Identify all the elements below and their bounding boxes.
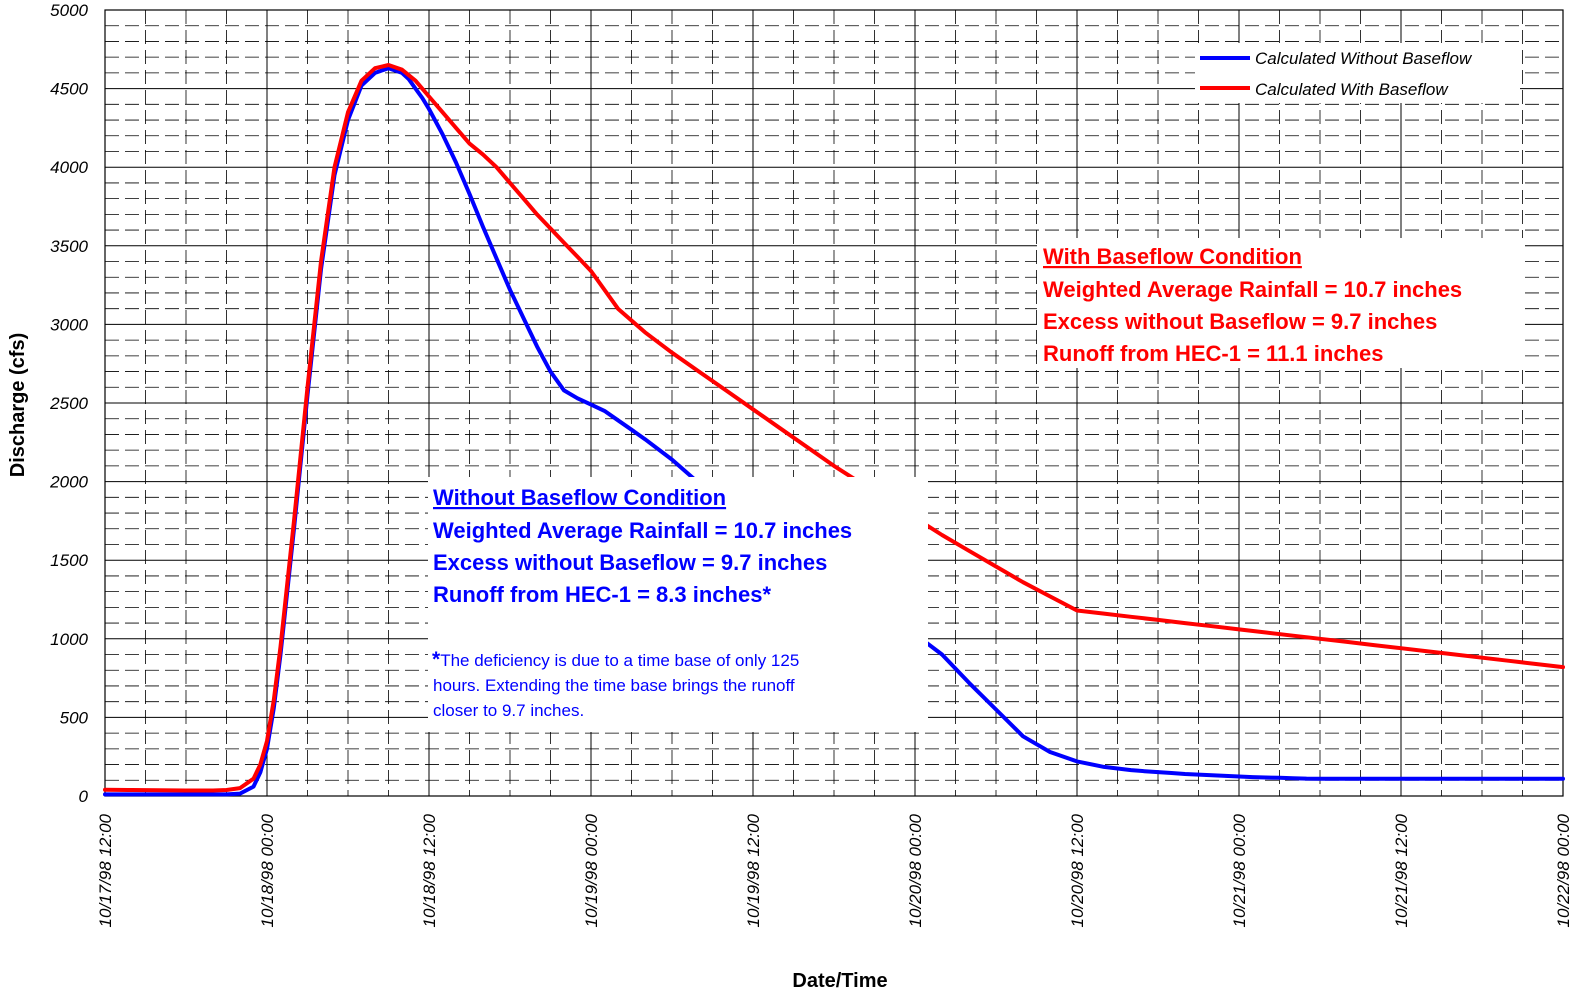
with-baseflow-line-3: Runoff from HEC-1 = 11.1 inches bbox=[1043, 341, 1383, 366]
x-axis-title: Date/Time bbox=[792, 970, 887, 992]
without-baseflow-title: Without Baseflow Condition bbox=[433, 485, 726, 510]
y-tick-label: 4000 bbox=[50, 158, 88, 177]
with-baseflow-title: With Baseflow Condition bbox=[1043, 244, 1302, 269]
plot-area-border bbox=[104, 9, 1564, 797]
series-line-with-baseflow bbox=[103, 63, 1565, 793]
y-tick-label: 2500 bbox=[49, 394, 88, 413]
x-tick-label: 10/20/98 00:00 bbox=[906, 813, 925, 927]
x-tick-label: 10/18/98 00:00 bbox=[258, 813, 277, 927]
without-baseflow-annotation: Without Baseflow Condition Weighted Aver… bbox=[428, 477, 928, 732]
legend-box bbox=[1195, 43, 1520, 103]
x-tick-label: 10/21/98 12:00 bbox=[1392, 813, 1411, 927]
with-baseflow-line-2: Excess without Baseflow = 9.7 inches bbox=[1043, 309, 1437, 334]
footnote-line-2: hours. Extending the time base brings th… bbox=[433, 676, 795, 695]
legend: Calculated Without Baseflow Calculated W… bbox=[1195, 43, 1520, 103]
legend-label-without-baseflow: Calculated Without Baseflow bbox=[1255, 49, 1473, 68]
with-baseflow-annotation: With Baseflow Condition Weighted Average… bbox=[1037, 238, 1525, 368]
x-tick-label: 10/21/98 00:00 bbox=[1230, 813, 1249, 927]
x-tick-label: 10/20/98 12:00 bbox=[1068, 813, 1087, 927]
with-baseflow-line-1: Weighted Average Rainfall = 10.7 inches bbox=[1043, 277, 1462, 302]
y-tick-label: 2000 bbox=[49, 473, 88, 492]
without-baseflow-line-3: Runoff from HEC-1 = 8.3 inches* bbox=[433, 582, 771, 607]
x-tick-label: 10/17/98 12:00 bbox=[96, 813, 115, 927]
x-tick-label: 10/18/98 12:00 bbox=[420, 813, 439, 927]
x-tick-label: 10/19/98 00:00 bbox=[582, 813, 601, 927]
x-tick-label: 10/22/98 00:00 bbox=[1554, 813, 1573, 927]
y-tick-label: 1000 bbox=[50, 630, 88, 649]
x-tick-labels: 10/17/98 12:00 10/18/98 00:00 10/18/98 12:… bbox=[96, 813, 1573, 927]
with-baseflow-box bbox=[1037, 238, 1525, 368]
plot-border bbox=[104, 9, 1564, 797]
y-tick-label: 3500 bbox=[50, 237, 88, 256]
y-tick-labels: 0 500 1000 1500 2000 2500 3000 3500 4000 4500 5000 bbox=[49, 1, 88, 806]
footnote-line-3: closer to 9.7 inches. bbox=[433, 701, 584, 720]
footnote-mark: * bbox=[432, 648, 441, 671]
y-axis-title: Discharge (cfs) bbox=[7, 333, 29, 478]
x-tick-label: 10/19/98 12:00 bbox=[744, 813, 763, 927]
footnote-text-1: The deficiency is due to a time base of … bbox=[440, 651, 799, 670]
without-baseflow-line-2: Excess without Baseflow = 9.7 inches bbox=[433, 550, 827, 575]
y-tick-label: 3000 bbox=[50, 315, 88, 334]
without-baseflow-box bbox=[428, 477, 928, 732]
y-tick-label: 1500 bbox=[50, 551, 88, 570]
legend-label-with-baseflow: Calculated With Baseflow bbox=[1255, 80, 1449, 99]
y-tick-label: 0 bbox=[79, 787, 89, 806]
series-lines bbox=[103, 63, 1565, 797]
y-tick-label: 4500 bbox=[50, 80, 88, 99]
y-tick-label: 500 bbox=[60, 708, 89, 727]
footnote-line-1: *The deficiency is due to a time base of… bbox=[432, 648, 799, 671]
without-baseflow-line-1: Weighted Average Rainfall = 10.7 inches bbox=[433, 518, 852, 543]
y-tick-label: 5000 bbox=[50, 1, 88, 20]
